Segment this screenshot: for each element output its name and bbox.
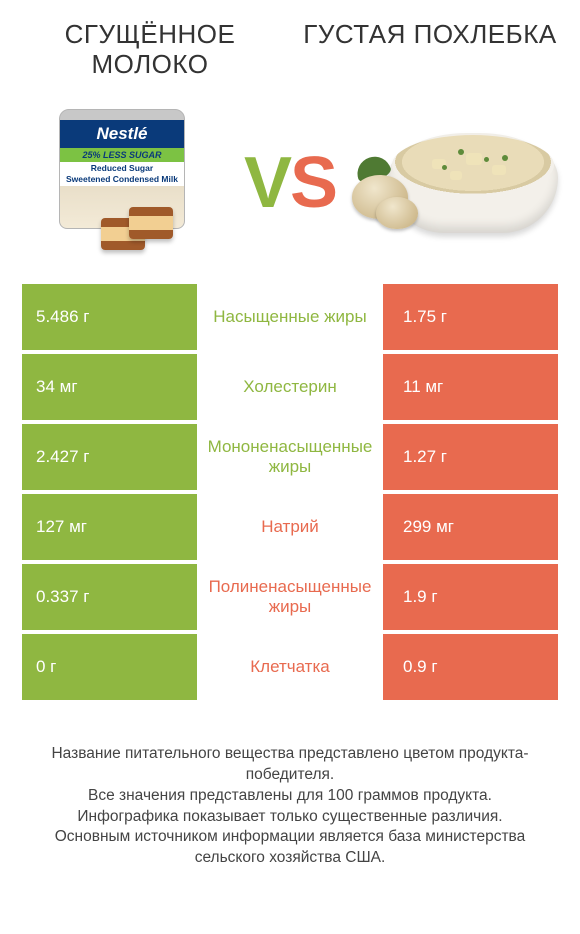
nutrient-label: Мононенасыщенные жиры bbox=[197, 424, 383, 490]
can-sub1: Reduced Sugar bbox=[91, 163, 153, 173]
disclaimer-line: Основным источником информации является … bbox=[28, 827, 552, 869]
can-label-text: Reduced Sugar Sweetened Condensed Milk bbox=[60, 162, 184, 186]
can-brand: Nestlé bbox=[60, 120, 184, 148]
nutrient-label: Натрий bbox=[197, 494, 383, 560]
right-value-cell: 0.9 г bbox=[383, 634, 558, 700]
left-value-cell: 34 мг bbox=[22, 354, 197, 420]
right-value-cell: 1.75 г bbox=[383, 284, 558, 350]
can-badge: 25% LESS SUGAR bbox=[60, 148, 184, 162]
vs-s: S bbox=[290, 143, 336, 223]
nutrient-label: Клетчатка bbox=[197, 634, 383, 700]
left-value-cell: 5.486 г bbox=[22, 284, 197, 350]
left-value-cell: 0 г bbox=[22, 634, 197, 700]
disclaimer-text: Название питательного вещества представл… bbox=[0, 744, 580, 870]
table-row: 2.427 гМононенасыщенные жиры1.27 г bbox=[22, 424, 558, 490]
left-value-cell: 127 мг bbox=[22, 494, 197, 560]
chowder-illustration bbox=[358, 113, 558, 253]
disclaimer-line: Инфографика показывает только существенн… bbox=[28, 807, 552, 828]
left-value-cell: 2.427 г bbox=[22, 424, 197, 490]
table-row: 5.486 гНасыщенные жиры1.75 г bbox=[22, 284, 558, 350]
can-sub2: Sweetened Condensed Milk bbox=[66, 174, 178, 184]
table-row: 34 мгХолестерин11 мг bbox=[22, 354, 558, 420]
titles-row: СГУЩЁННОЕ МОЛОКО ГУСТАЯ ПОХЛЕБКА bbox=[0, 0, 580, 88]
right-value-cell: 11 мг bbox=[383, 354, 558, 420]
vs-row: Nestlé 25% LESS SUGAR Reduced Sugar Swee… bbox=[0, 88, 580, 278]
right-value-cell: 1.9 г bbox=[383, 564, 558, 630]
vs-v: V bbox=[244, 143, 290, 223]
right-value-cell: 1.27 г bbox=[383, 424, 558, 490]
disclaimer-line: Название питательного вещества представл… bbox=[28, 744, 552, 786]
right-product-image bbox=[356, 98, 560, 268]
left-value-cell: 0.337 г bbox=[22, 564, 197, 630]
table-row: 0 гКлетчатка0.9 г bbox=[22, 634, 558, 700]
nutrient-label: Насыщенные жиры bbox=[197, 284, 383, 350]
nutrient-label: Полиненасыщенные жиры bbox=[197, 564, 383, 630]
right-value-cell: 299 мг bbox=[383, 494, 558, 560]
right-product-title: ГУСТАЯ ПОХЛЕБКА bbox=[290, 20, 570, 80]
left-product-title: СГУЩЁННОЕ МОЛОКО bbox=[10, 20, 290, 80]
table-row: 0.337 гПолиненасыщенные жиры1.9 г bbox=[22, 564, 558, 630]
table-row: 127 мгНатрий299 мг bbox=[22, 494, 558, 560]
comparison-table: 5.486 гНасыщенные жиры1.75 г34 мгХолесте… bbox=[22, 284, 558, 700]
condensed-milk-can-illustration: Nestlé 25% LESS SUGAR Reduced Sugar Swee… bbox=[47, 103, 197, 263]
disclaimer-line: Все значения представлены для 100 граммо… bbox=[28, 786, 552, 807]
vs-label: VS bbox=[244, 142, 336, 224]
nutrient-label: Холестерин bbox=[197, 354, 383, 420]
infographic: СГУЩЁННОЕ МОЛОКО ГУСТАЯ ПОХЛЕБКА Nestlé … bbox=[0, 0, 580, 934]
left-product-image: Nestlé 25% LESS SUGAR Reduced Sugar Swee… bbox=[20, 98, 224, 268]
